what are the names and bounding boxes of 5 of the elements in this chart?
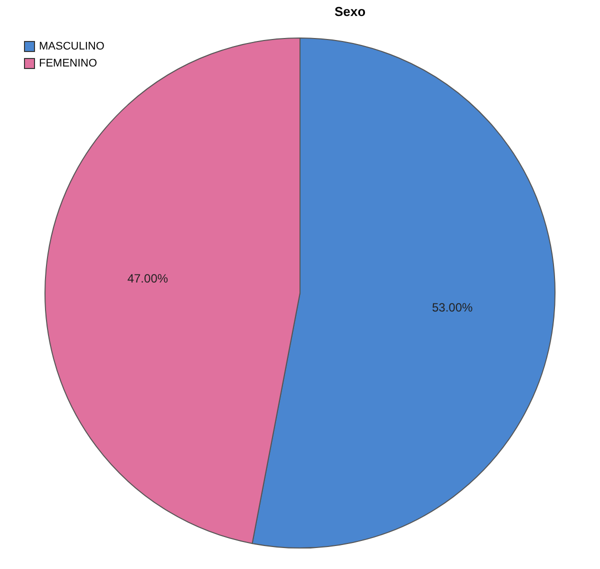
legend-label: FEMENINO [39, 58, 98, 70]
data-label: 53.00% [432, 300, 473, 314]
data-label: 47.00% [127, 272, 168, 286]
legend-label: MASCULINO [39, 40, 105, 52]
chart-title: Sexo [334, 4, 366, 19]
